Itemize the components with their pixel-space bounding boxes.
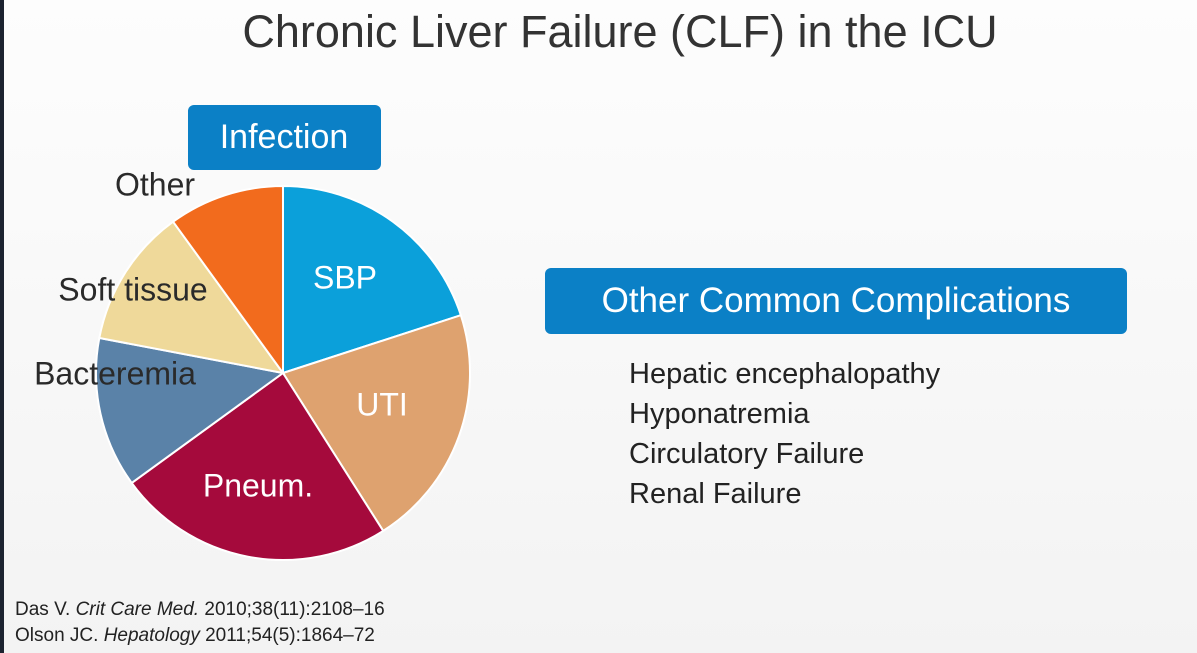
complication-item: Hepatic encephalopathy xyxy=(629,358,941,390)
pie-slice xyxy=(282,184,463,375)
chart: Infection SBP UTI Pneum. Bacteremia Soft tis… xyxy=(34,105,471,561)
slice-label: Pneum. xyxy=(203,467,313,503)
slice-label: UTI xyxy=(356,386,408,422)
complication-item: Hyponatremia xyxy=(629,398,810,430)
pie-slice xyxy=(130,371,385,561)
pie-slice xyxy=(171,184,284,377)
pie-slice xyxy=(281,313,471,533)
reference: Das V. Crit Care Med. 2010;38(11):2108–1… xyxy=(15,597,385,623)
chart-title-box xyxy=(188,105,381,170)
reference: Olson JC. Hepatology 2011;54(5):1864–72 xyxy=(15,623,385,649)
reference-citation: 2010;38(11):2108–16 xyxy=(204,599,385,620)
complication-list: Hepatic encephalopathy Hyponatremia Circul… xyxy=(629,354,940,514)
slice-label: SBP xyxy=(313,259,377,295)
slide-title: Chronic Liver Failure (CLF) in the ICU xyxy=(242,6,998,57)
complications-heading: Other Common Complications xyxy=(545,268,1127,334)
slice-label: Other xyxy=(115,166,195,202)
pie-slice xyxy=(95,336,286,485)
reference-author: Olson JC. xyxy=(15,625,99,646)
reference-citation: 2011;54(5):1864–72 xyxy=(205,625,375,646)
references: Das V. Crit Care Med. 2010;38(11):2108–1… xyxy=(15,597,385,649)
reference-journal: Hepatology xyxy=(103,625,200,646)
reference-journal: Crit Care Med. xyxy=(75,599,200,620)
edge-bar xyxy=(0,0,4,653)
slice-label: Bacteremia xyxy=(34,355,196,391)
complication-item: Circulatory Failure xyxy=(629,438,865,470)
slice-label: Soft tissue xyxy=(58,271,207,307)
reference-author: Das V. xyxy=(15,599,71,620)
chart-title: Infection xyxy=(220,118,349,156)
complication-item: Renal Failure xyxy=(629,478,802,510)
pie-slice xyxy=(98,220,286,375)
